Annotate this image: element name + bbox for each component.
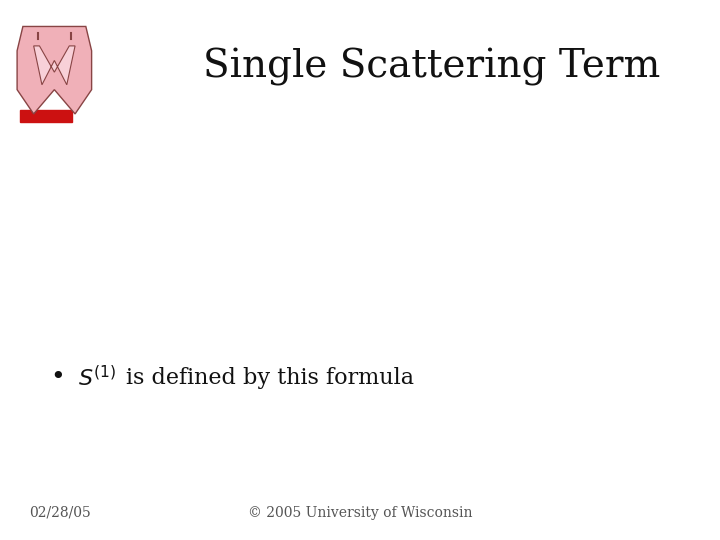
Polygon shape: [34, 46, 75, 85]
Text: © 2005 University of Wisconsin: © 2005 University of Wisconsin: [248, 506, 472, 520]
Bar: [20, 110, 72, 122]
Text: 02/28/05: 02/28/05: [29, 506, 91, 520]
Text: •: •: [50, 367, 65, 389]
Text: is defined by this formula: is defined by this formula: [126, 367, 414, 389]
Text: Single Scattering Term: Single Scattering Term: [203, 49, 661, 86]
Polygon shape: [17, 26, 91, 114]
Text: $S^{(1)}$: $S^{(1)}$: [78, 366, 116, 390]
